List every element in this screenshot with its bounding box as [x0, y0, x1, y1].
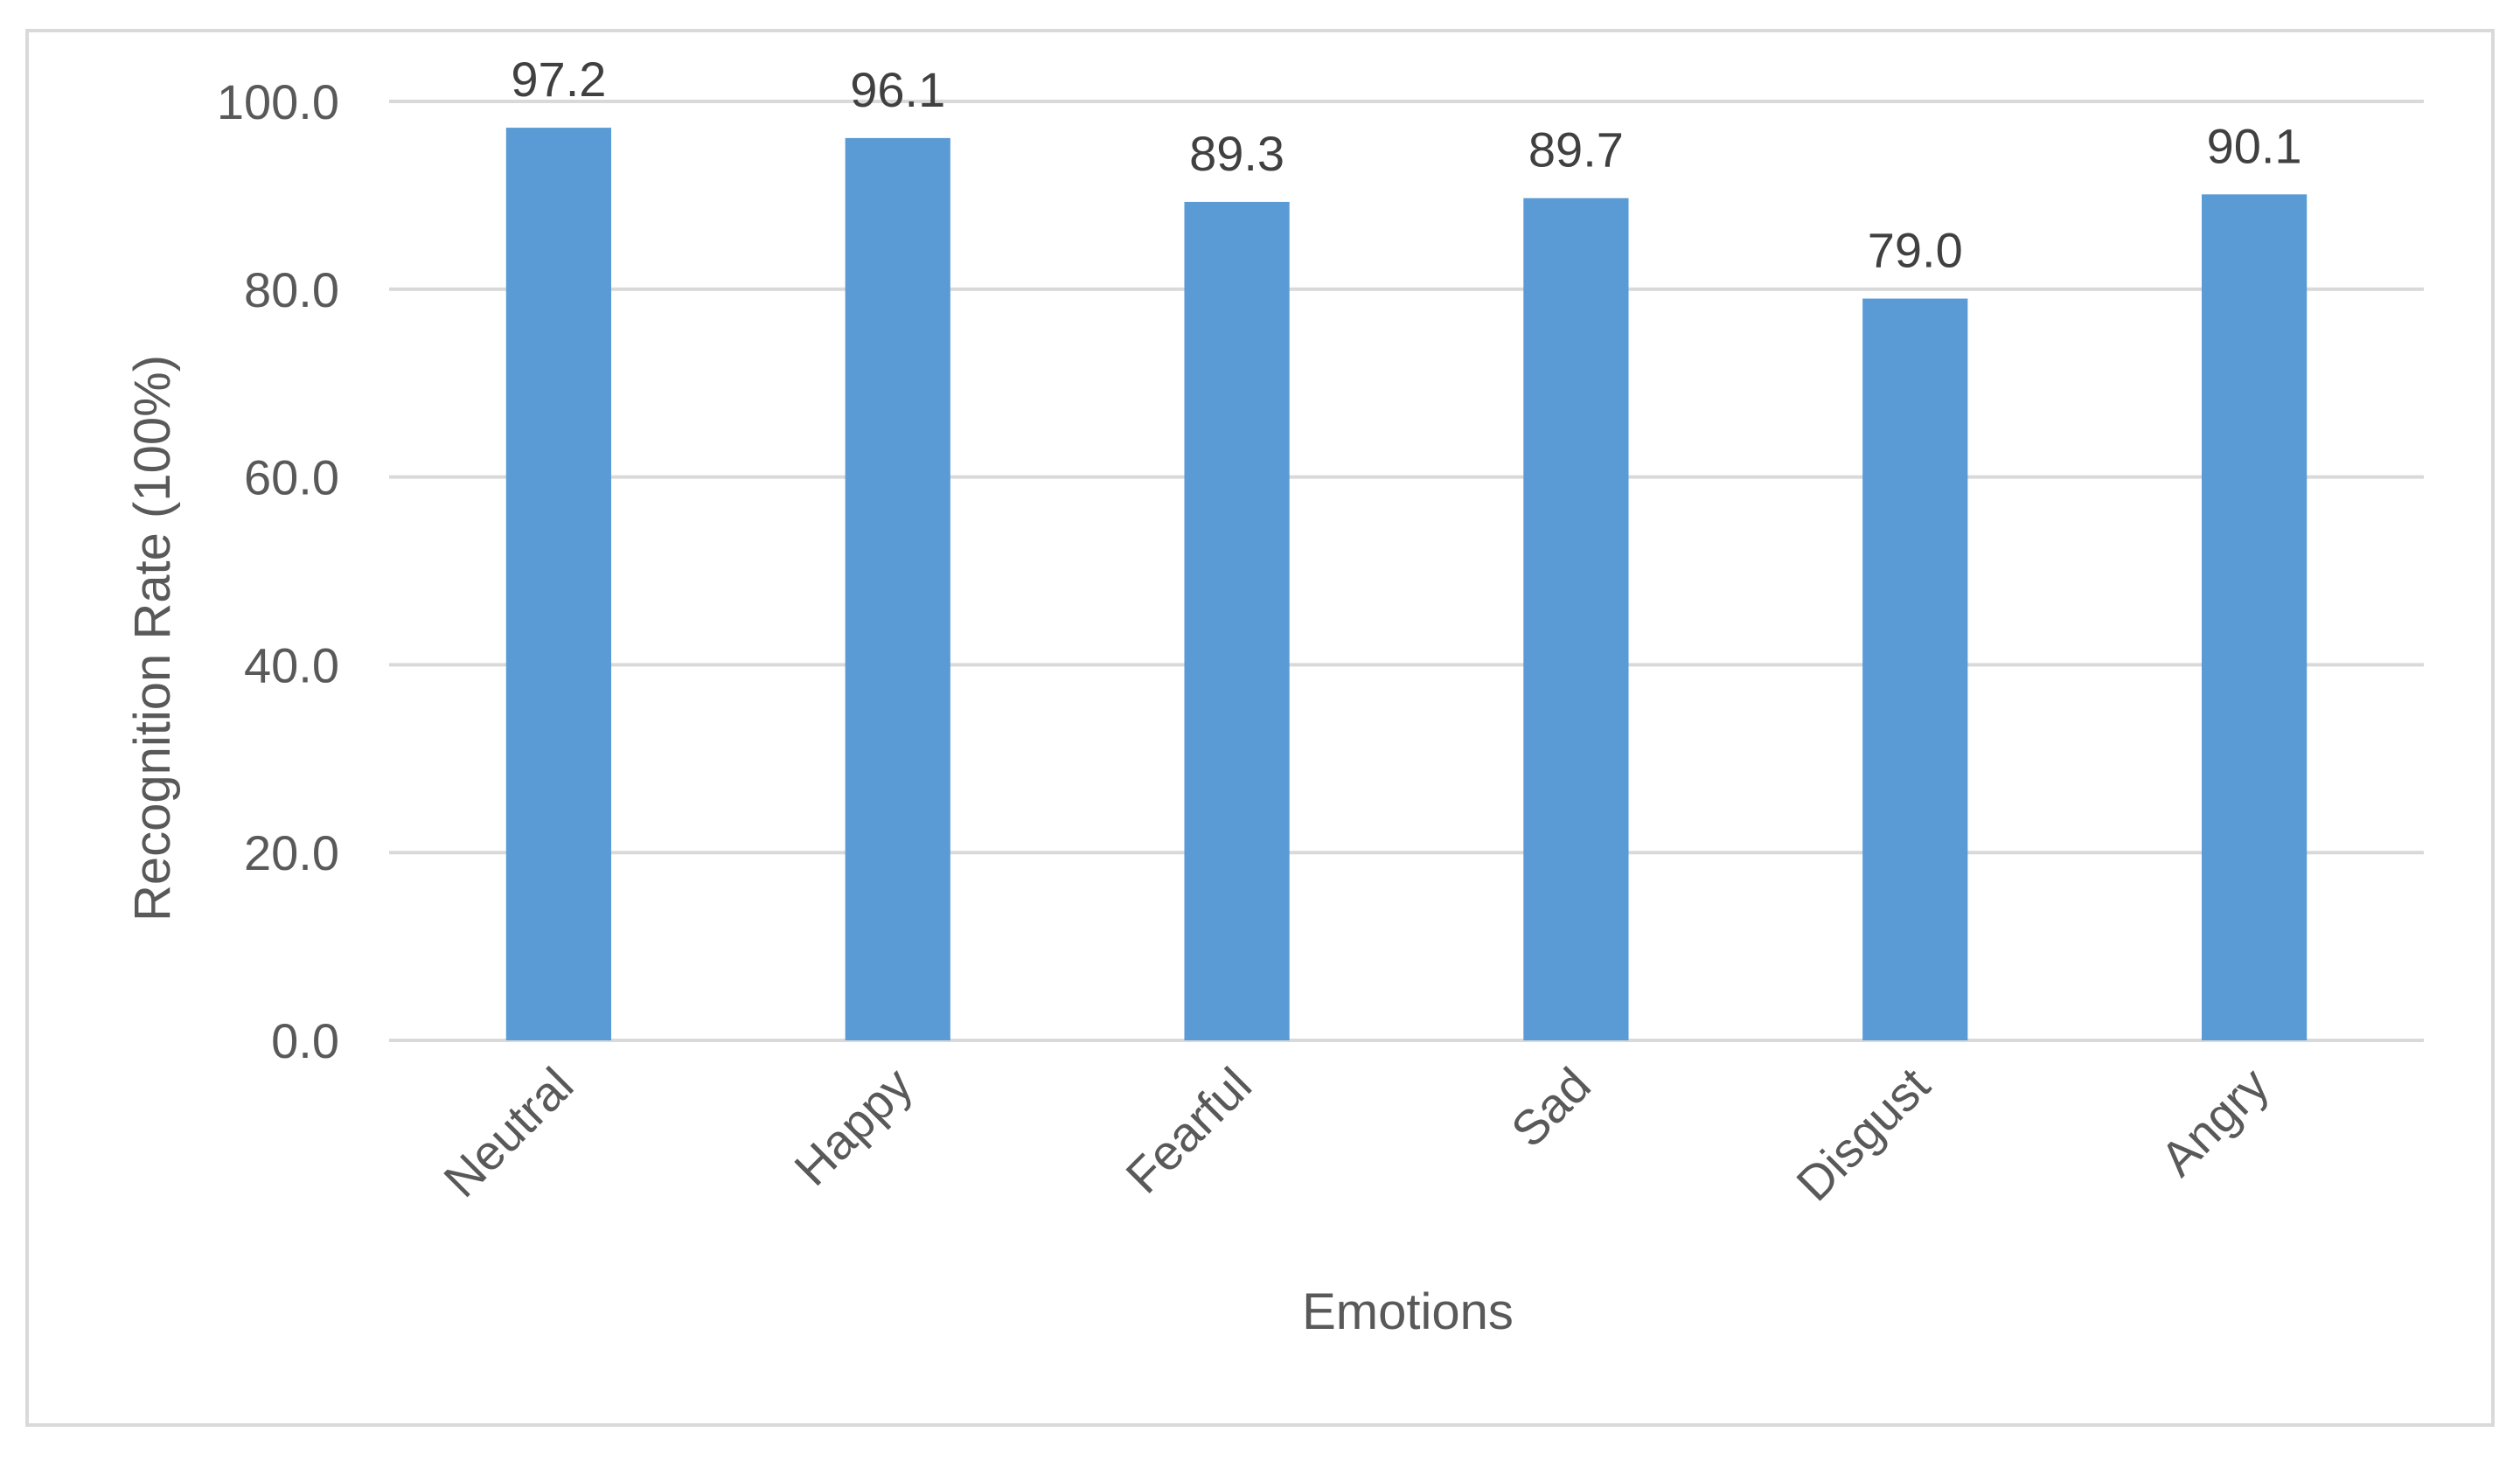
y-axis-ticks: 0.0 20.0 40.0 60.0 80.0 100.0: [217, 74, 339, 1068]
data-label: 96.1: [850, 62, 945, 117]
data-label: 89.7: [1528, 122, 1624, 177]
y-tick-label: 40.0: [244, 637, 339, 692]
bar-fearful: [1184, 201, 1290, 1041]
bar-happy: [845, 137, 950, 1041]
bar-sad: [1523, 198, 1629, 1040]
data-labels: 97.2 96.1 89.3 89.7 79.0 90.1: [511, 52, 2301, 277]
y-tick-label: 80.0: [244, 262, 339, 317]
data-label: 89.3: [1189, 126, 1284, 181]
y-tick-label: 60.0: [244, 450, 339, 505]
y-tick-label: 100.0: [217, 74, 339, 129]
x-axis-title: Emotions: [1302, 1283, 1514, 1340]
bar-angry: [2201, 194, 2308, 1041]
bars: [505, 128, 2308, 1041]
bar-neutral: [505, 128, 612, 1040]
y-tick-label: 20.0: [244, 825, 339, 880]
y-axis-title: Recognition Rate (100%): [124, 355, 181, 921]
gridlines: [389, 100, 2424, 1042]
y-tick-label: 0.0: [271, 1013, 339, 1068]
bar-disgust: [1862, 298, 1968, 1040]
data-label: 97.2: [511, 52, 606, 107]
data-label: 79.0: [1868, 223, 1963, 278]
data-label: 90.1: [2207, 118, 2302, 173]
